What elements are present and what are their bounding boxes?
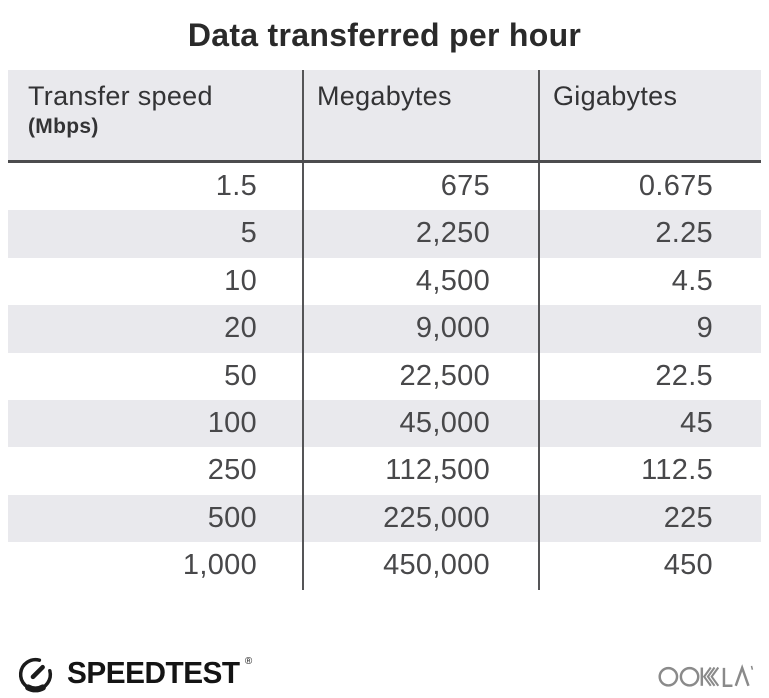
cell-transfer-speed: 1.5 <box>215 170 257 202</box>
cell-gigabytes: 225 <box>538 494 761 543</box>
cell-transfer-speed: 50 <box>224 359 257 392</box>
cell-megabytes: 675 <box>302 163 538 211</box>
cell-megabytes: 22,500 <box>302 352 538 400</box>
cell-megabytes: 9,000 <box>302 305 538 353</box>
table-body: 1.5 675 0.675 5 2,250 2.25 10 4,500 4.5 … <box>8 163 761 590</box>
header-transfer-speed: Transfer speed (Mbps) <box>8 70 302 160</box>
data-table: Transfer speed (Mbps) Megabytes Gigabyte… <box>8 70 761 590</box>
page-title: Data transferred per hour <box>187 17 582 53</box>
table-row: 100 45,000 45 <box>8 399 761 448</box>
cell-gigabytes: 0.675 <box>538 163 761 211</box>
cell-megabytes: 450,000 <box>302 542 538 590</box>
header-label: Gigabytes <box>553 81 678 111</box>
cell-megabytes: 2,250 <box>302 210 538 258</box>
cell-gigabytes: 4.5 <box>538 257 761 306</box>
speedtest-logo: SPEEDTEST ® <box>13 651 252 696</box>
registered-trademark-icon: ® <box>244 655 253 667</box>
cell-megabytes: 4,500 <box>302 257 538 306</box>
cell-gigabytes: 22.5 <box>538 352 761 400</box>
footer: SPEEDTEST ® <box>13 649 756 697</box>
cell-transfer-speed: 5 <box>240 217 257 250</box>
speedtest-wordmark: SPEEDTEST <box>67 655 240 690</box>
table-row: 500 225,000 225 <box>8 494 761 543</box>
table-row: 1.5 675 0.675 <box>8 163 761 211</box>
table-row: 5 2,250 2.25 <box>8 210 761 258</box>
header-sublabel: (Mbps) <box>28 115 99 138</box>
table-row: 10 4,500 4.5 <box>8 257 761 306</box>
speedtest-gauge-icon <box>18 657 53 692</box>
cell-megabytes: 112,500 <box>302 447 538 495</box>
header-megabytes: Megabytes <box>302 70 538 160</box>
cell-transfer-speed: 100 <box>207 406 257 439</box>
cell-gigabytes: 2.25 <box>538 210 761 258</box>
table-row: 250 112,500 112.5 <box>8 447 761 495</box>
cell-transfer-speed: 20 <box>224 312 257 345</box>
cell-gigabytes: 112.5 <box>538 447 761 495</box>
table-row: 1,000 450,000 450 <box>8 542 761 590</box>
header-label: Megabytes <box>317 81 452 111</box>
cell-transfer-speed: 250 <box>207 454 257 487</box>
cell-gigabytes: 45 <box>538 399 761 448</box>
cell-gigabytes: 9 <box>538 305 761 353</box>
cell-gigabytes: 450 <box>538 542 761 590</box>
cell-megabytes: 225,000 <box>302 494 538 543</box>
cell-transfer-speed: 10 <box>224 264 257 297</box>
ookla-wordmark-logo <box>658 664 754 687</box>
table-header-row: Transfer speed (Mbps) Megabytes Gigabyte… <box>8 70 761 163</box>
header-gigabytes: Gigabytes <box>538 70 761 160</box>
header-label: Transfer speed <box>28 81 213 111</box>
cell-transfer-speed: 500 <box>207 501 257 534</box>
table-row: 50 22,500 22.5 <box>8 352 761 400</box>
cell-megabytes: 45,000 <box>302 399 538 448</box>
table-row: 20 9,000 9 <box>8 305 761 353</box>
cell-transfer-speed: 1,000 <box>182 549 257 582</box>
